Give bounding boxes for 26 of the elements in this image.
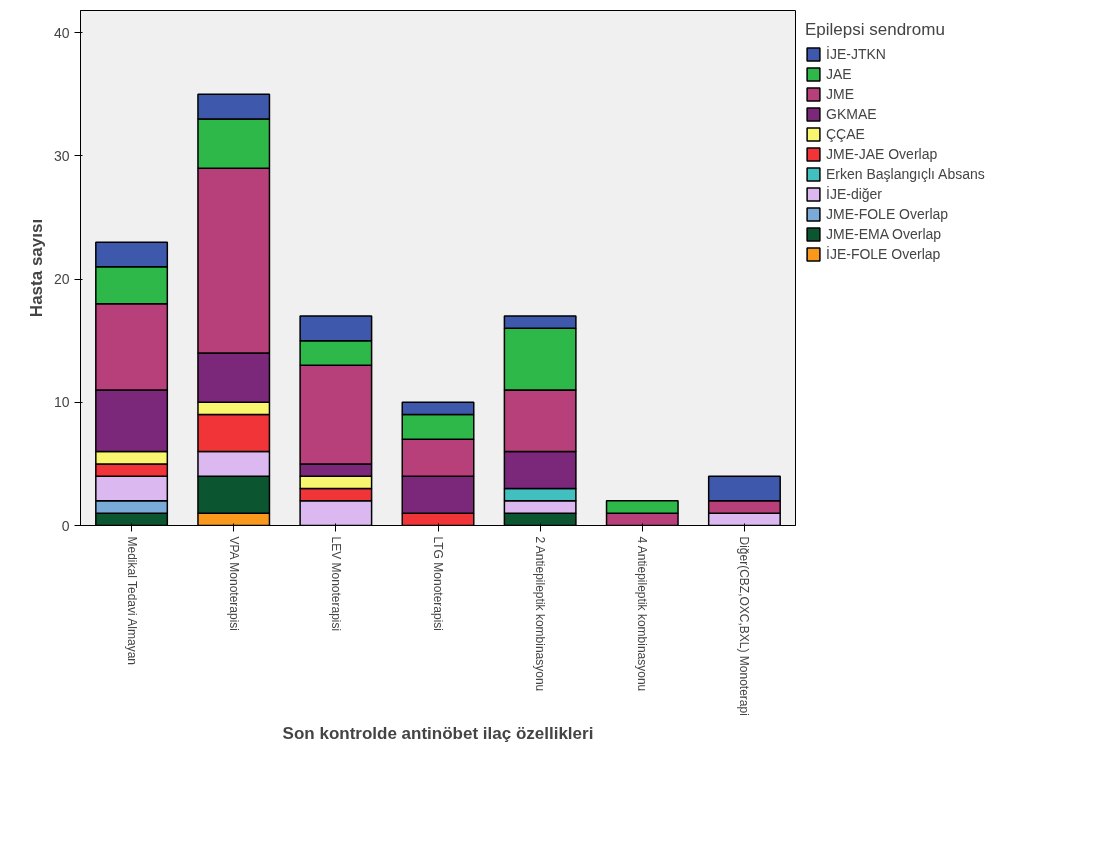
legend-label: JME-JAE Overlap: [826, 145, 938, 163]
legend-label: İJE-JTKN: [826, 45, 886, 63]
legend-label: İJE-diğer: [826, 185, 883, 203]
x-tick-label: LTG Monoterapisi: [431, 536, 445, 631]
legend-label: İJE-FOLE Overlap: [826, 245, 941, 263]
legend-title: Epilepsi sendromu: [805, 20, 946, 40]
x-tick-label: Diğer(CBZ,OXC,BXL) Monoterapi: [737, 536, 752, 716]
legend-label: JME-EMA Overlap: [826, 225, 942, 243]
x-tick-label: LEV Monoterapisi: [328, 536, 343, 632]
legend-label: GKMAE: [826, 105, 877, 123]
legend-label: JME-FOLE Overlap: [826, 205, 949, 223]
x-tick-label: VPA Monoterapisi: [226, 536, 241, 631]
y-tick-label: 40: [53, 24, 70, 41]
y-tick-label: 10: [53, 394, 70, 411]
y-axis-title: Hasta sayısı: [26, 218, 46, 318]
legend-label: JME: [826, 85, 854, 103]
y-tick-label: 20: [53, 271, 70, 288]
legend-label: ÇÇAE: [826, 125, 865, 143]
y-tick-label: 30: [53, 147, 70, 164]
x-tick-label: 4 Antiepileptik kombinasyonu: [635, 536, 650, 692]
x-tick-label: 2 Antiepileptik kombinasyonu: [533, 536, 548, 692]
y-tick-label: 0: [61, 517, 70, 534]
x-axis-title: Son kontrolde antinöbet ilaç özellikleri: [282, 723, 594, 743]
legend-label: Erken Başlangıçlı Absans: [826, 165, 985, 183]
legend-label: JAE: [826, 65, 852, 83]
x-tick-label: Medikal Tedavi Almayan: [124, 536, 139, 666]
